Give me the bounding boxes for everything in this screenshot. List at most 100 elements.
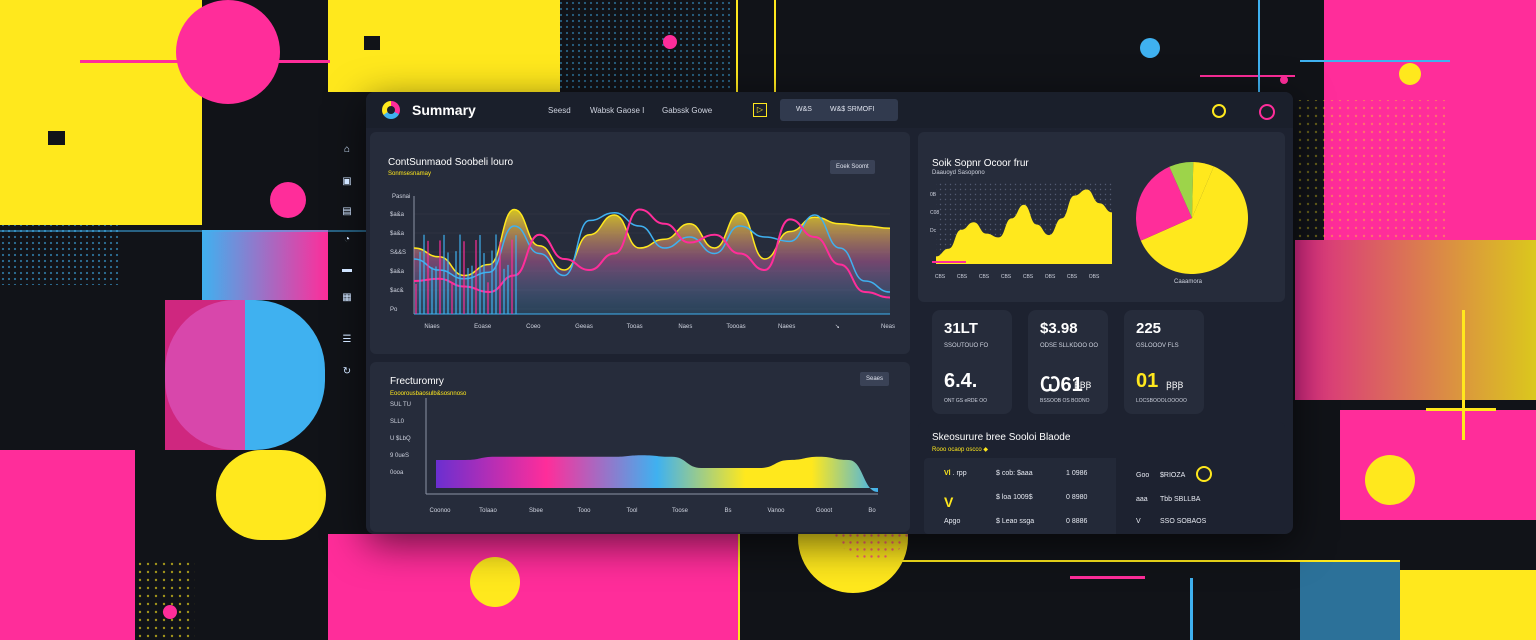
top-action-button[interactable]: W&S W&$ SRMOFI [780, 99, 898, 121]
right-row-2-label: aaa [1136, 496, 1148, 503]
right-row-3-label: V [1136, 518, 1141, 525]
front-x-tick: Bs [724, 508, 731, 514]
notification-icon[interactable] [1212, 104, 1226, 118]
main-chart-button[interactable]: Eoek Soomt [830, 160, 875, 174]
main-chart-y-tick: $a&a [390, 231, 405, 237]
kpi-card-2[interactable]: $3.98 ODSE SLLKDOO OO Ꞷ61 ꞴꞴꞴ BSSOOB OS … [1028, 310, 1108, 414]
kpi-1-sublabel: ONT GS eRDE OO [944, 398, 987, 404]
main-chart-y-tick: $a&a [390, 212, 405, 218]
profile-icon[interactable] [1259, 104, 1275, 120]
kpi-card-3[interactable]: 225 GSLOOOV FLS 01 ꞴꞴꞴ LOCSBOOOLOOOOO [1124, 310, 1204, 414]
kpi-2-secondary: Ꞷ61 [1040, 374, 1083, 396]
refresh-icon[interactable]: ↻ [342, 366, 352, 377]
right-x-tick: CBS [979, 274, 990, 280]
kpi-3-secondary: 01 [1136, 370, 1159, 392]
right-y-tick: C08 [930, 210, 939, 216]
pie-chart [1136, 162, 1248, 274]
title-bar: Summary Seesd Wabsk Gaose I Gabssk Gowe … [366, 92, 1293, 128]
breakdown-title: Skeosurure bree Sooloi Blaode [932, 432, 1071, 443]
main-chart-series-line [413, 208, 891, 277]
home-icon[interactable]: ⌂ [343, 144, 351, 155]
right-y-tick: 0B [930, 192, 937, 198]
front-y-tick: 9 0ueS [390, 453, 409, 459]
status-circle-icon[interactable] [1196, 466, 1212, 482]
main-chart-area [414, 209, 890, 314]
nav-item-3[interactable]: Gabssk Gowe [662, 106, 713, 115]
pie-slice [1192, 162, 1214, 218]
document-icon[interactable]: ☰ [342, 334, 352, 345]
kpi-1-label: SSOUTOUO FO [944, 343, 989, 349]
kpi-3-sublabel: LOCSBOOOLOOOOO [1136, 398, 1187, 404]
kpi-3-extra: ꞴꞴꞴ [1166, 380, 1184, 390]
pie-slice [1136, 166, 1192, 241]
front-x-tick: Sbee [529, 508, 544, 514]
nav-item-1[interactable]: Seesd [548, 106, 571, 115]
right-x-tick: CBS [935, 274, 946, 280]
image-icon[interactable]: ▤ [342, 206, 352, 217]
pie-label: Caaamora [1174, 279, 1203, 285]
right-y-tick: Dc [930, 228, 937, 234]
front-y-tick: 0ooa [390, 470, 404, 476]
main-chart-panel: ContSunmaod Soobeli louro Sonmsesnamay E… [370, 132, 910, 354]
main-chart-svg: Pasnai $a&a $a&a S&&S $a&a $ac&Po Niaes Eoase Co… [390, 194, 895, 330]
front-chart-svg: SUL TU SLL0 U $LbQ 9 0ueS 0ooa Coonoo Tolaao Sb… [390, 398, 878, 514]
front-x-tick: Tool [626, 508, 637, 514]
main-chart-x-tick: Naees [778, 324, 795, 330]
main-chart-x-tick: Neas [881, 324, 895, 330]
row-1-label: Vl . rpp [944, 470, 967, 477]
row-3-label: Apgo [944, 518, 961, 525]
right-row-1-value: $RIOZA [1160, 472, 1186, 479]
front-x-tick: Bo [868, 508, 876, 514]
right-row-3-value: SSO SOBAOS [1160, 518, 1207, 525]
front-summary-panel: Frecturomry Eooorousbaosulb&sosnnoso Sea… [370, 362, 910, 532]
gauge-icon[interactable]: ◔ [343, 234, 351, 245]
kpi-3-value: 225 [1136, 320, 1162, 337]
kpi-3-label: GSLOOOV FLS [1136, 343, 1179, 349]
kpi-2-sublabel: BSSOOB OS BODNO [1040, 398, 1090, 404]
row-1-value: 1 0986 [1066, 470, 1088, 477]
nav-item-2[interactable]: Wabsk Gaose I [590, 106, 645, 115]
front-area [436, 455, 878, 492]
gallery-icon[interactable]: ▦ [342, 292, 352, 303]
front-x-tick: Coonoo [429, 508, 451, 514]
right-x-tick: CBS [1023, 274, 1034, 280]
right-area-chart: 0B C08 Dc CBS CBS CBS CBS CBS OBS CBS OBS [930, 182, 1112, 280]
main-chart-x-tick: Geeas [575, 324, 593, 330]
right-x-tick: CBS [1001, 274, 1012, 280]
main-chart-y-tick: $ac& [390, 288, 404, 294]
row-2-value: 0 8980 [1066, 494, 1088, 501]
front-y-tick: U $LbQ [390, 436, 411, 442]
front-y-tick: SUL TU [390, 402, 411, 408]
row-2-mid: $ loa 1009$ [996, 494, 1033, 501]
kpi-1-secondary: 6.4. [944, 370, 978, 392]
kpi-card-1[interactable]: 31LT SSOUTOUO FO 6.4. ONT GS eRDE OO [932, 310, 1012, 414]
pie-slice [1140, 166, 1248, 274]
kpi-2-value: $3.98 [1040, 320, 1078, 337]
folder-icon[interactable]: ▬ [342, 264, 352, 275]
main-chart-y-title: Pasnai [392, 194, 410, 200]
front-title: Frecturomry [390, 376, 444, 387]
main-chart-x-tick: ↘ [835, 324, 840, 330]
row-1-mid: $ cob: $aaa [996, 470, 1033, 477]
front-button[interactable]: Seaes [860, 372, 890, 386]
kpi-2-extra: ꞴꞴꞴ [1074, 380, 1092, 390]
right-area [936, 189, 1112, 264]
kpi-2-label: ODSE SLLKDOO OO [1040, 343, 1099, 349]
row-3-mid: $ Leao ssga [996, 518, 1035, 525]
main-chart-subtitle: Sonmsesnamay [388, 171, 432, 177]
main-chart-series-line [413, 208, 891, 299]
main-chart-x-tick: Coeo [526, 324, 541, 330]
pie-slice [1169, 162, 1194, 218]
app-title: Summary [412, 102, 476, 118]
right-chart-panel: Soik Sopnr Ocoor frur Daauoyd Sasopono 0… [918, 132, 1285, 302]
app-logo-icon [382, 101, 400, 119]
dashboard-window: Summary Seesd Wabsk Gaose I Gabssk Gowe … [366, 92, 1293, 534]
right-x-tick: OBS [1089, 274, 1100, 280]
main-chart-x-tick: Tooas [627, 324, 643, 330]
top-button-label-1: W&S [796, 106, 812, 113]
main-chart-x-tick: Naes [678, 324, 692, 330]
right-row-2-value: Tbb SBLLBA [1160, 496, 1201, 503]
play-icon[interactable]: ▷ [753, 103, 767, 117]
breakdown-section: Skeosurure bree Sooloi Blaode Rooo ocaop… [918, 422, 1285, 534]
calendar-icon[interactable]: ▣ [342, 176, 352, 187]
